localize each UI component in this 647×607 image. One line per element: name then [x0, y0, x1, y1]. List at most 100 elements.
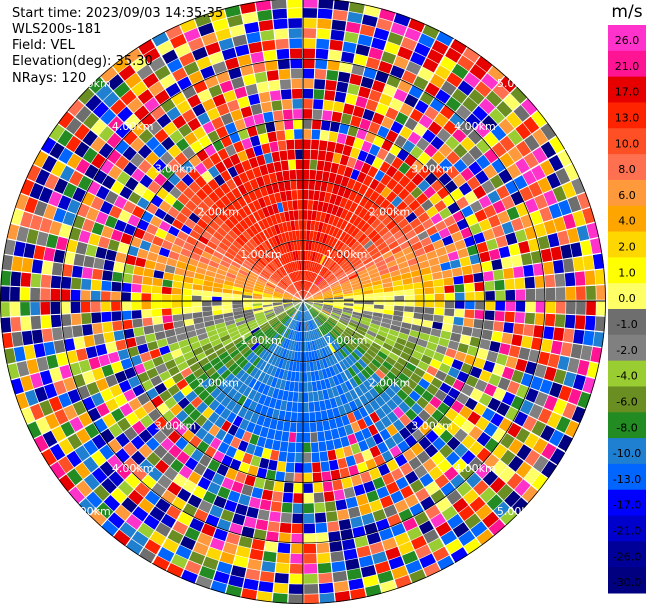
velocity-gate	[586, 285, 596, 300]
velocity-gate	[317, 314, 326, 323]
velocity-gate	[545, 287, 556, 300]
velocity-gate	[364, 403, 375, 415]
velocity-gate	[296, 351, 301, 362]
velocity-gate	[263, 306, 273, 310]
velocity-gate	[271, 355, 279, 366]
velocity-gate	[543, 261, 554, 275]
velocity-gate	[252, 298, 262, 301]
velocity-gate	[555, 287, 566, 300]
velocity-gate	[259, 231, 268, 242]
velocity-gate	[333, 252, 341, 262]
velocity-gate	[556, 416, 571, 433]
velocity-gate	[453, 414, 467, 428]
velocity-gate	[173, 320, 184, 329]
velocity-gate	[349, 276, 360, 283]
velocity-gate	[10, 302, 20, 317]
velocity-gate	[167, 144, 182, 158]
velocity-gate	[139, 240, 152, 251]
velocity-gate	[557, 355, 570, 371]
velocity-gate	[568, 388, 582, 405]
velocity-gate	[258, 335, 267, 344]
velocity-gate	[361, 427, 372, 440]
velocity-gate	[253, 145, 263, 157]
velocity-gate	[398, 175, 411, 188]
velocity-gate	[197, 261, 208, 270]
velocity-gate	[123, 457, 139, 473]
velocity-gate	[482, 511, 499, 528]
velocity-gate	[289, 48, 302, 59]
velocity-gate	[382, 537, 398, 551]
velocity-gate	[335, 325, 344, 333]
velocity-gate	[354, 397, 364, 409]
velocity-gate	[193, 278, 204, 286]
velocity-gate	[254, 403, 263, 415]
velocity-gate	[245, 317, 256, 323]
velocity-gate	[299, 240, 303, 250]
velocity-gate	[362, 175, 374, 187]
velocity-gate	[332, 290, 343, 295]
velocity-gate	[353, 303, 364, 308]
velocity-gate	[347, 324, 357, 332]
velocity-gate	[341, 313, 351, 319]
velocity-gate	[454, 443, 469, 458]
velocity-gate	[241, 526, 255, 539]
velocity-gate	[83, 473, 100, 491]
velocity-gate	[176, 333, 188, 342]
velocity-gate	[343, 486, 356, 499]
velocity-gate	[277, 325, 285, 334]
velocity-gate	[281, 431, 290, 442]
velocity-gate	[101, 175, 116, 190]
velocity-gate	[274, 192, 282, 203]
velocity-gate	[325, 439, 335, 451]
velocity-gate	[184, 324, 196, 333]
velocity-gate	[316, 421, 324, 432]
velocity-gate	[366, 532, 381, 545]
velocity-gate	[194, 13, 212, 27]
velocity-gate	[231, 76, 245, 90]
velocity-gate	[521, 98, 538, 116]
velocity-gate	[330, 330, 339, 339]
velocity-gate	[359, 322, 369, 330]
velocity-gate	[289, 574, 303, 584]
velocity-gate	[478, 218, 492, 232]
velocity-gate	[372, 112, 385, 125]
velocity-gate	[255, 260, 265, 269]
velocity-gate	[398, 427, 412, 440]
velocity-gate	[246, 364, 256, 375]
velocity-gate	[407, 131, 422, 145]
velocity-gate	[491, 259, 503, 271]
velocity-gate	[314, 69, 327, 80]
velocity-gate	[255, 246, 265, 256]
velocity-gate	[420, 326, 432, 335]
velocity-gate	[442, 323, 453, 332]
velocity-gate	[224, 251, 235, 261]
velocity-gate	[331, 354, 339, 364]
velocity-gate	[333, 305, 343, 310]
velocity-gate	[454, 351, 467, 362]
velocity-gate	[371, 233, 382, 244]
velocity-gate	[528, 349, 541, 363]
velocity-gate	[298, 382, 303, 392]
velocity-gate	[342, 287, 353, 293]
velocity-gate	[72, 325, 83, 338]
velocity-gate	[379, 199, 391, 211]
velocity-gate	[215, 322, 226, 330]
velocity-gate	[295, 250, 299, 261]
velocity-gate	[253, 307, 263, 312]
velocity-gate	[170, 33, 187, 49]
velocity-gate	[274, 399, 282, 410]
velocity-gate	[339, 61, 353, 73]
velocity-gate	[515, 358, 528, 372]
velocity-gate	[258, 133, 269, 145]
velocity-gate	[464, 309, 475, 319]
velocity-gate	[401, 223, 413, 235]
velocity-gate	[232, 297, 242, 301]
velocity-gate	[66, 153, 82, 170]
velocity-gate	[337, 509, 350, 521]
velocity-gate	[475, 301, 485, 310]
velocity-gate	[264, 352, 273, 363]
velocity-gate	[252, 295, 263, 299]
velocity-gate	[360, 565, 377, 578]
velocity-gate	[288, 329, 294, 340]
velocity-gate	[166, 505, 182, 520]
